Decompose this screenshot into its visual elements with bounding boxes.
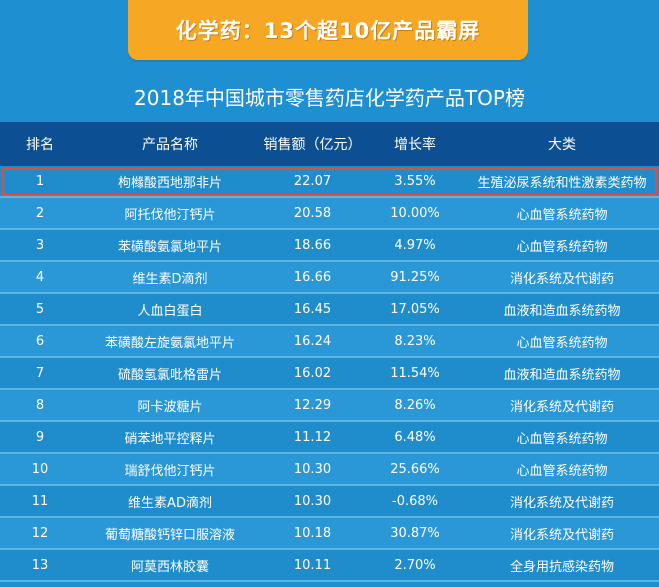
cell-name: 苯磺酸氨氯地平片 — [117, 239, 222, 255]
cell-sales: 11.12 — [293, 429, 332, 445]
cell-growth: 91.25% — [390, 269, 440, 285]
cell-sales: 16.24 — [293, 333, 332, 349]
cell-sales: 10.30 — [293, 461, 332, 477]
cell-name: 葡萄糖酸钙锌口服溶液 — [104, 527, 235, 543]
cell-rank: 7 — [35, 365, 45, 381]
cell-rank: 5 — [35, 301, 45, 317]
cell-name: 阿莫西林胶囊 — [130, 559, 209, 575]
cell-rank: 3 — [35, 237, 45, 253]
table-row: 12 葡萄糖酸钙锌口服溶液 10.18 30.87% 消化系统及代谢药 — [0, 518, 659, 550]
cell-name: 瑞舒伐他汀钙片 — [124, 463, 216, 479]
cell-sales: 10.30 — [293, 493, 332, 509]
cell-rank: 6 — [35, 333, 45, 349]
cell-growth: -0.68% — [392, 493, 438, 509]
header-category: 大类 — [548, 137, 576, 153]
cell-category: 血液和造血系统药物 — [503, 367, 621, 383]
cell-growth: 11.54% — [390, 365, 440, 381]
table-row: 7 硫酸氢氯吡格雷片 16.02 11.54% 血液和造血系统药物 — [0, 358, 659, 390]
cell-category: 消化系统及代谢药 — [509, 399, 614, 415]
cell-rank: 13 — [31, 557, 49, 573]
cell-name: 苯磺酸左旋氨氯地平片 — [104, 335, 235, 351]
cell-growth: 25.66% — [390, 461, 440, 477]
cell-name: 维生素AD滴剂 — [128, 495, 212, 511]
table-row: 4 维生素D滴剂 16.66 91.25% 消化系统及代谢药 — [0, 262, 659, 294]
header-growth: 增长率 — [394, 137, 436, 153]
header-rank: 排名 — [26, 137, 54, 153]
cell-rank: 1 — [35, 173, 45, 189]
table-row: 1 枸橼酸西地那非片 22.07 3.55% 生殖泌尿系统和性激素类药物 — [0, 166, 659, 198]
cell-category: 消化系统及代谢药 — [509, 495, 614, 511]
table-body: 1 枸橼酸西地那非片 22.07 3.55% 生殖泌尿系统和性激素类药物 2 阿托伐他汀钙片… — [0, 166, 659, 582]
banner-title: 化学药：13个超10亿产品霸屏 — [175, 19, 481, 43]
cell-name: 阿托伐他汀钙片 — [124, 207, 216, 223]
table-row: 8 阿卡波糖片 12.29 8.26% 消化系统及代谢药 — [0, 390, 659, 422]
cell-category: 心血管系统药物 — [516, 239, 608, 255]
cell-category: 心血管系统药物 — [516, 431, 608, 447]
header-name: 产品名称 — [142, 137, 198, 153]
cell-growth: 17.05% — [390, 301, 440, 317]
cell-rank: 11 — [31, 493, 49, 509]
cell-growth: 10.00% — [390, 205, 440, 221]
cell-growth: 4.97% — [394, 237, 436, 253]
cell-name: 维生素D滴剂 — [132, 271, 208, 287]
cell-category: 心血管系统药物 — [516, 335, 608, 351]
cell-growth: 8.26% — [394, 397, 436, 413]
cell-category: 心血管系统药物 — [516, 207, 608, 223]
cell-category: 消化系统及代谢药 — [509, 271, 614, 287]
cell-name: 阿卡波糖片 — [137, 399, 203, 415]
table-row: 6 苯磺酸左旋氨氯地平片 16.24 8.23% 心血管系统药物 — [0, 326, 659, 358]
cell-name: 人血白蛋白 — [137, 303, 203, 319]
cell-category: 消化系统及代谢药 — [509, 527, 614, 543]
cell-sales: 22.07 — [293, 173, 332, 189]
cell-rank: 12 — [31, 525, 49, 541]
cell-sales: 18.66 — [293, 237, 332, 253]
cell-sales: 20.58 — [293, 205, 332, 221]
cell-name: 硫酸氢氯吡格雷片 — [117, 367, 222, 383]
table-row: 2 阿托伐他汀钙片 20.58 10.00% 心血管系统药物 — [0, 198, 659, 230]
cell-rank: 4 — [35, 269, 45, 285]
cell-growth: 2.70% — [394, 557, 436, 573]
table-row: 11 维生素AD滴剂 10.30 -0.68% 消化系统及代谢药 — [0, 486, 659, 518]
cell-name: 枸橼酸西地那非片 — [117, 175, 222, 191]
cell-category: 血液和造血系统药物 — [503, 303, 621, 319]
ranking-table: 排名 产品名称 销售额（亿元） 增长率 大类 1 枸橼酸西地那非片 22.07 3.5… — [0, 122, 659, 582]
cell-rank: 8 — [35, 397, 45, 413]
table-row: 3 苯磺酸氨氯地平片 18.66 4.97% 心血管系统药物 — [0, 230, 659, 262]
table-row: 5 人血白蛋白 16.45 17.05% 血液和造血系统药物 — [0, 294, 659, 326]
cell-rank: 9 — [35, 429, 45, 445]
cell-name: 硝苯地平控释片 — [124, 431, 216, 447]
cell-rank: 2 — [35, 205, 45, 221]
header-sales: 销售额（亿元） — [263, 137, 362, 153]
table-row: 10 瑞舒伐他汀钙片 10.30 25.66% 心血管系统药物 — [0, 454, 659, 486]
cell-growth: 3.55% — [394, 173, 436, 189]
cell-sales: 10.11 — [293, 557, 332, 573]
cell-growth: 6.48% — [394, 429, 436, 445]
cell-sales: 16.02 — [293, 365, 332, 381]
table-subtitle: 2018年中国城市零售药店化学药产品TOP榜 — [134, 86, 525, 110]
cell-sales: 16.45 — [293, 301, 332, 317]
cell-category: 心血管系统药物 — [516, 463, 608, 479]
title-banner: 化学药：13个超10亿产品霸屏 — [128, 0, 528, 60]
cell-growth: 30.87% — [390, 525, 440, 541]
cell-growth: 8.23% — [394, 333, 436, 349]
cell-sales: 10.18 — [293, 525, 332, 541]
cell-sales: 16.66 — [293, 269, 332, 285]
cell-category: 生殖泌尿系统和性激素类药物 — [477, 175, 647, 191]
cell-sales: 12.29 — [293, 397, 332, 413]
cell-category: 全身用抗感染药物 — [509, 559, 614, 575]
cell-rank: 10 — [31, 461, 49, 477]
table-row: 9 硝苯地平控释片 11.12 6.48% 心血管系统药物 — [0, 422, 659, 454]
table-header: 排名 产品名称 销售额（亿元） 增长率 大类 — [0, 122, 659, 166]
table-row: 13 阿莫西林胶囊 10.11 2.70% 全身用抗感染药物 — [0, 550, 659, 582]
